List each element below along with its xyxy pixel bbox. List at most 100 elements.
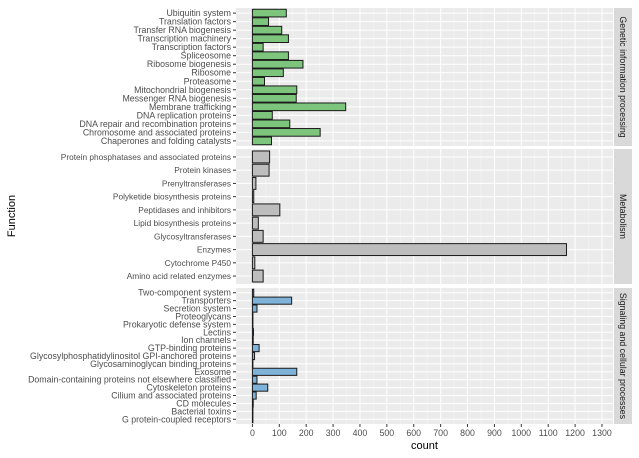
y-tick-label: Enzymes bbox=[197, 245, 231, 255]
x-tick-label: 500 bbox=[380, 428, 395, 438]
bar bbox=[251, 59, 304, 69]
y-tick-label: Glycosylphosphatidylinositol GPI-anchore… bbox=[30, 351, 232, 361]
y-tick-label: Transporters bbox=[181, 296, 231, 306]
y-tick-label: DNA repair and recombination proteins bbox=[79, 119, 231, 129]
y-tick-label: Transcription factors bbox=[152, 42, 232, 52]
bar bbox=[251, 320, 254, 329]
x-tick-label: 700 bbox=[433, 428, 448, 438]
bar bbox=[251, 399, 254, 408]
y-tick-label: Cytoskeleton proteins bbox=[146, 383, 231, 393]
panel-background bbox=[236, 149, 613, 284]
x-tick-label: 400 bbox=[353, 428, 368, 438]
bar bbox=[251, 102, 347, 112]
bar bbox=[251, 150, 271, 164]
bar bbox=[251, 383, 269, 392]
bar bbox=[251, 111, 273, 120]
y-tick-label: Glycosaminoglycan binding proteins bbox=[90, 359, 231, 369]
bar bbox=[251, 296, 293, 305]
bar bbox=[251, 203, 281, 217]
y-tick-label: Protein phosphatases and associated prot… bbox=[61, 152, 231, 162]
y-tick-label: Bacterial toxins bbox=[171, 406, 231, 416]
x-tick-label: 300 bbox=[326, 428, 341, 438]
bar bbox=[251, 243, 567, 257]
bar bbox=[251, 51, 289, 61]
y-axis-title: Function bbox=[6, 195, 18, 237]
facet-strip-label: Metabolism bbox=[618, 194, 628, 239]
bar bbox=[251, 304, 258, 313]
y-tick-label: Proteoglycans bbox=[175, 311, 231, 321]
x-tick-label: 900 bbox=[487, 428, 502, 438]
bar bbox=[251, 42, 264, 52]
bar bbox=[251, 136, 272, 146]
facet-strip bbox=[614, 8, 632, 146]
y-tick-label: Ubiquitin system bbox=[166, 8, 231, 18]
bar bbox=[251, 163, 270, 177]
bar bbox=[251, 25, 283, 35]
y-tick-label: Messenger RNA biogenesis bbox=[122, 93, 231, 103]
y-tick-label: Prenyltransferases bbox=[162, 178, 231, 188]
y-tick-label: Domain-containing proteins not elsewhere… bbox=[28, 375, 231, 385]
y-tick-label: Two-component system bbox=[138, 288, 231, 298]
bar bbox=[251, 359, 254, 368]
y-tick-label: Cilium and associated proteins bbox=[111, 391, 231, 401]
x-tick-label: 600 bbox=[406, 428, 421, 438]
x-tick-label: 1300 bbox=[592, 428, 612, 438]
bar bbox=[251, 85, 298, 95]
y-tick-label: Amino acid related enzymes bbox=[127, 271, 231, 281]
y-tick-label: Translation factors bbox=[159, 17, 232, 27]
bar bbox=[251, 8, 287, 18]
x-tick-label: 1100 bbox=[539, 428, 558, 438]
y-tick-label: Exosome bbox=[194, 367, 231, 377]
bar bbox=[251, 288, 255, 297]
y-tick-label: Membrane trafficking bbox=[149, 102, 231, 112]
facet-strip bbox=[614, 149, 632, 284]
bar bbox=[251, 119, 291, 129]
y-tick-label: Lipid biosynthesis proteins bbox=[134, 218, 231, 228]
bar bbox=[251, 93, 297, 103]
bar bbox=[251, 336, 254, 345]
y-tick-label: GTP-binding proteins bbox=[148, 343, 232, 353]
x-tick-label: 800 bbox=[460, 428, 475, 438]
y-tick-label: Lectins bbox=[203, 327, 231, 337]
bar bbox=[251, 391, 257, 400]
x-tick-label: 200 bbox=[299, 428, 314, 438]
bar bbox=[251, 34, 289, 43]
bar bbox=[251, 256, 256, 270]
bar bbox=[251, 367, 298, 376]
y-tick-label: Prokaryotic defense system bbox=[123, 319, 231, 329]
y-tick-label: Spliceosome bbox=[181, 51, 231, 61]
bar bbox=[251, 68, 284, 78]
y-tick-label: Proteasome bbox=[184, 76, 232, 86]
y-tick-label: Ribosome biogenesis bbox=[147, 59, 232, 69]
y-tick-label: Glycosyltransferases bbox=[154, 231, 231, 241]
y-tick-label: Cytochrome P450 bbox=[165, 258, 232, 268]
x-tick-label: 1200 bbox=[565, 428, 585, 438]
x-tick-label: 0 bbox=[250, 428, 255, 438]
y-tick-label: Transfer RNA biogenesis bbox=[134, 25, 232, 35]
bar bbox=[251, 229, 264, 243]
y-tick-label: DNA replication proteins bbox=[137, 110, 232, 120]
y-tick-label: Ion channels bbox=[181, 335, 231, 345]
y-tick-label: CD molecules bbox=[176, 398, 231, 408]
y-tick-label: Protein kinases bbox=[174, 165, 231, 175]
bar bbox=[251, 76, 266, 86]
x-tick-label: 1000 bbox=[512, 428, 532, 438]
y-tick-label: Ribosome bbox=[191, 68, 231, 78]
y-tick-label: Peptidases and inhibitors bbox=[138, 205, 231, 215]
facet-strip-label: Signaling and cellular processes bbox=[618, 293, 628, 420]
facet-strip bbox=[614, 288, 632, 424]
bar bbox=[251, 351, 256, 361]
y-tick-label: Chromosome and associated proteins bbox=[83, 127, 232, 137]
bar bbox=[251, 269, 264, 283]
bar bbox=[251, 375, 258, 384]
bar bbox=[251, 328, 254, 337]
y-tick-label: Chaperones and folding catalysts bbox=[101, 136, 232, 146]
y-tick-label: Secretion system bbox=[164, 304, 231, 314]
y-tick-label: Polyketide biosynthesis proteins bbox=[113, 192, 231, 202]
bar bbox=[251, 190, 255, 204]
y-tick-label: G protein-coupled receptors bbox=[122, 414, 232, 424]
bar bbox=[251, 344, 260, 353]
x-axis-title: count bbox=[411, 440, 438, 452]
panel-background bbox=[236, 8, 613, 146]
bar bbox=[251, 128, 321, 137]
